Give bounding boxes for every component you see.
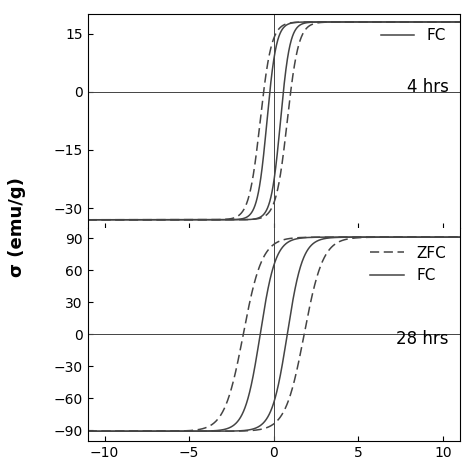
Legend: FC: FC bbox=[375, 22, 452, 49]
Text: 28 hrs: 28 hrs bbox=[396, 330, 448, 348]
Text: σ (emu/g): σ (emu/g) bbox=[8, 178, 26, 277]
Legend: ZFC, FC: ZFC, FC bbox=[365, 239, 452, 289]
Text: 4 hrs: 4 hrs bbox=[407, 78, 448, 96]
